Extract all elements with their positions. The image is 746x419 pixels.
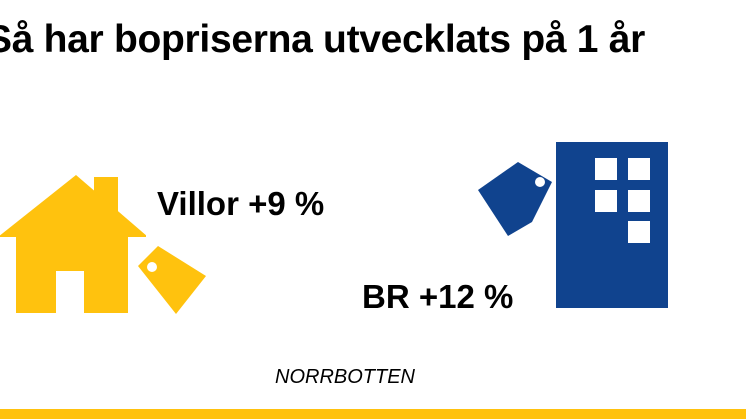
br-change-label: BR +12 % [362,278,514,315]
bottom-accent-bar [0,409,746,419]
apartment-building-icon [556,142,668,308]
window [628,158,650,180]
window [595,190,617,212]
headline: Så har bopriserna utvecklats på 1 år [0,18,645,61]
house-body [16,231,128,313]
window [628,190,650,212]
price-tag-icon [478,162,552,236]
price-tag-icon [138,246,206,314]
tag-shape [478,162,552,236]
window [628,221,650,243]
region-label: NORRBOTTEN [275,366,415,388]
window [595,158,617,180]
house-roof [0,175,146,237]
tag-hole [535,177,545,187]
tag-hole [147,262,157,272]
house-icon [0,175,146,313]
tag-shape [138,246,206,314]
villor-change-label: Villor +9 % [157,185,325,222]
